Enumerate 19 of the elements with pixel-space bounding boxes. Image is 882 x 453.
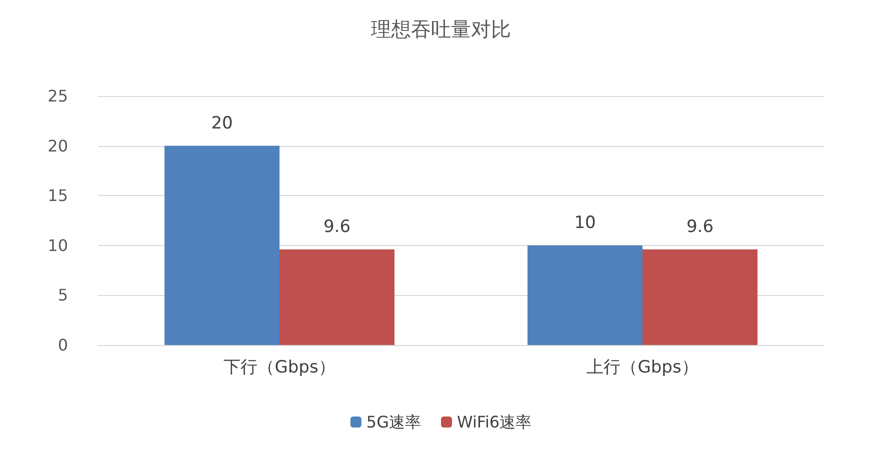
chart-title: 理想吞吐量对比 (371, 17, 511, 41)
bar (164, 146, 280, 345)
y-tick-label: 10 (48, 236, 68, 255)
x-tick-label: 上行（Gbps） (586, 358, 698, 378)
bar (280, 249, 394, 345)
data-label: 9.6 (686, 216, 714, 237)
y-tick-label: 20 (48, 136, 68, 156)
legend-label: 5G速率 (366, 412, 421, 432)
legend-label: WiFi6速率 (457, 412, 532, 432)
bar (642, 249, 758, 345)
data-label: 9.6 (323, 216, 351, 237)
bar (528, 245, 642, 345)
y-tick-label: 5 (58, 286, 68, 305)
data-label: 10 (574, 212, 596, 233)
y-tick-label: 0 (58, 336, 68, 354)
data-label: 20 (211, 113, 233, 134)
y-tick-label: 25 (48, 86, 68, 106)
x-tick-label: 下行（Gbps） (224, 358, 336, 378)
y-tick-label: 15 (48, 186, 68, 206)
